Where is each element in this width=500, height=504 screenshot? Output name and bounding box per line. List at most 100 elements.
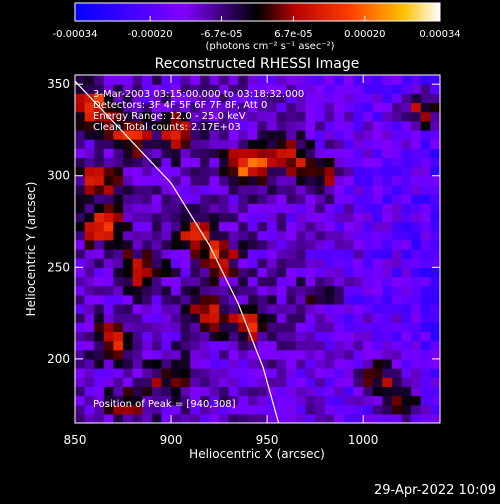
heatmap-cell bbox=[199, 175, 211, 186]
heatmap-cell bbox=[353, 285, 364, 296]
heatmap-cell bbox=[94, 194, 105, 204]
heatmap-cell bbox=[123, 148, 134, 159]
heatmap-cell bbox=[75, 358, 86, 369]
heatmap-cell bbox=[382, 395, 393, 406]
heatmap-cell bbox=[401, 249, 412, 259]
heatmap-cell bbox=[411, 331, 422, 342]
heatmap-cell bbox=[238, 404, 249, 415]
heatmap-cell bbox=[238, 194, 249, 204]
heatmap-cell bbox=[94, 322, 105, 333]
heatmap-cell bbox=[276, 285, 287, 296]
heatmap-cell bbox=[267, 331, 278, 342]
heatmap-cell bbox=[94, 166, 105, 177]
heatmap-cell bbox=[420, 184, 431, 195]
heatmap-cell bbox=[382, 175, 393, 186]
heatmap-cell bbox=[276, 212, 287, 223]
heatmap-cell bbox=[257, 285, 268, 296]
heatmap-cell bbox=[411, 267, 422, 278]
heatmap-cell bbox=[161, 230, 172, 241]
heatmap-cell bbox=[123, 139, 134, 149]
heatmap-cell bbox=[238, 258, 249, 268]
heatmap-cell bbox=[267, 340, 278, 351]
heatmap-cell bbox=[113, 148, 124, 159]
heatmap-cell bbox=[391, 331, 403, 342]
heatmap-cell bbox=[84, 148, 95, 159]
heatmap-cell bbox=[324, 148, 335, 159]
heatmap-cell bbox=[305, 413, 316, 423]
heatmap-cell bbox=[228, 377, 239, 387]
heatmap-cell bbox=[334, 184, 345, 195]
heatmap-cell bbox=[286, 249, 297, 259]
heatmap-cell bbox=[430, 129, 440, 140]
heatmap-cell bbox=[113, 194, 124, 204]
heatmap-cell bbox=[315, 404, 326, 415]
x-tick-label: 950 bbox=[256, 433, 279, 447]
heatmap-cell bbox=[84, 129, 95, 140]
heatmap-cell bbox=[343, 249, 355, 259]
heatmap-cell bbox=[257, 395, 268, 406]
heatmap-cell bbox=[151, 148, 163, 159]
heatmap-cell bbox=[391, 413, 403, 423]
heatmap-cell bbox=[295, 313, 307, 323]
heatmap-cell bbox=[190, 148, 201, 159]
heatmap-cell bbox=[123, 84, 134, 94]
heatmap-cell bbox=[391, 184, 403, 195]
heatmap-cell bbox=[123, 313, 134, 323]
heatmap-cell bbox=[391, 404, 403, 415]
heatmap-cell bbox=[391, 93, 403, 104]
heatmap-cell bbox=[151, 221, 163, 232]
heatmap-cell bbox=[420, 194, 431, 204]
heatmap-cell bbox=[257, 230, 268, 241]
heatmap-cell bbox=[391, 358, 403, 369]
heatmap-cell bbox=[343, 139, 355, 149]
heatmap-cell bbox=[324, 340, 335, 351]
heatmap-cell bbox=[286, 404, 297, 415]
heatmap-cell bbox=[334, 413, 345, 423]
heatmap-cell bbox=[132, 249, 143, 259]
heatmap-cell bbox=[334, 303, 345, 314]
heatmap-cell bbox=[161, 404, 172, 415]
heatmap-cell bbox=[315, 313, 326, 323]
heatmap-cell bbox=[267, 285, 278, 296]
heatmap-cell bbox=[305, 194, 316, 204]
heatmap-cell bbox=[180, 386, 191, 397]
heatmap-cell bbox=[228, 239, 239, 250]
heatmap-cell bbox=[180, 203, 191, 213]
heatmap-cell bbox=[142, 139, 153, 149]
heatmap-cell bbox=[286, 166, 297, 177]
heatmap-cell bbox=[363, 358, 374, 369]
heatmap-cell bbox=[411, 285, 422, 296]
heatmap-cell bbox=[199, 148, 211, 159]
heatmap-cell bbox=[276, 313, 287, 323]
heatmap-cell bbox=[391, 84, 403, 94]
heatmap-cell bbox=[363, 249, 374, 259]
heatmap-cell bbox=[171, 340, 182, 351]
heatmap-cell bbox=[247, 148, 259, 159]
heatmap-cell bbox=[84, 184, 95, 195]
heatmap-cell bbox=[295, 84, 307, 94]
heatmap-cell bbox=[103, 93, 115, 104]
heatmap-cell bbox=[315, 221, 326, 232]
heatmap-cell bbox=[171, 102, 182, 113]
heatmap-cell bbox=[219, 285, 230, 296]
heatmap-cell bbox=[161, 377, 172, 387]
heatmap-cell bbox=[219, 340, 230, 351]
heatmap-cell bbox=[267, 75, 278, 85]
heatmap-cell bbox=[142, 166, 153, 177]
heatmap-cell bbox=[238, 157, 249, 168]
heatmap-cell bbox=[94, 368, 105, 378]
heatmap-cell bbox=[238, 148, 249, 159]
heatmap-cell bbox=[267, 184, 278, 195]
heatmap-cell bbox=[123, 322, 134, 333]
heatmap-cell bbox=[75, 239, 86, 250]
heatmap-cell bbox=[343, 340, 355, 351]
heatmap-cell bbox=[199, 349, 211, 360]
heatmap-cell bbox=[343, 358, 355, 369]
heatmap-cell bbox=[180, 368, 191, 378]
heatmap-cell bbox=[180, 285, 191, 296]
heatmap-cell bbox=[286, 340, 297, 351]
heatmap-cell bbox=[382, 120, 393, 131]
heatmap-cell bbox=[420, 84, 431, 94]
heatmap-cell bbox=[84, 285, 95, 296]
heatmap-cell bbox=[372, 157, 383, 168]
